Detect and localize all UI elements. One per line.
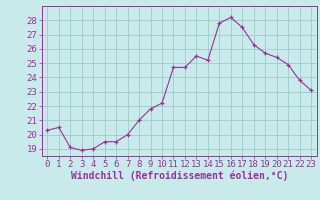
X-axis label: Windchill (Refroidissement éolien,°C): Windchill (Refroidissement éolien,°C) (70, 171, 288, 181)
